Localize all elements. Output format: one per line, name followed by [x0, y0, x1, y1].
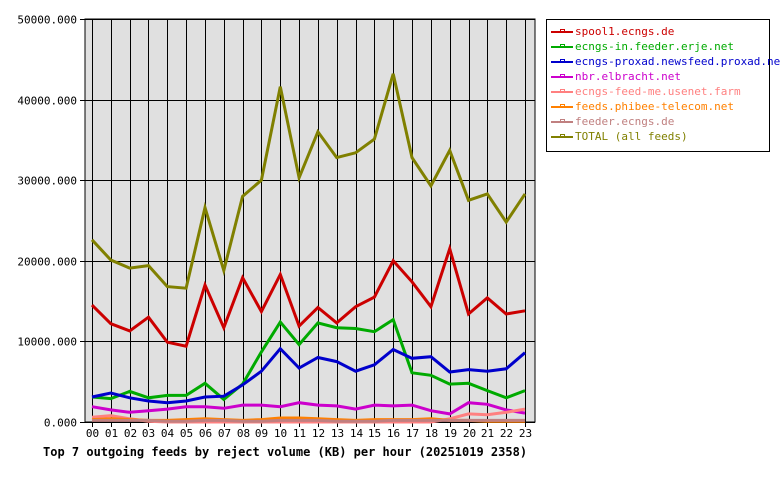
line-marker-icon	[551, 87, 573, 97]
legend-label: nbr.elbracht.net	[575, 70, 681, 83]
line-marker-icon	[551, 72, 573, 82]
svg-text:40000.000: 40000.000	[17, 95, 77, 108]
svg-text:20000.000: 20000.000	[17, 256, 77, 269]
svg-text:16: 16	[387, 427, 400, 440]
svg-text:0.000: 0.000	[44, 417, 77, 430]
svg-text:12: 12	[312, 427, 325, 440]
grid-lines	[80, 19, 535, 427]
legend-label: ecngs-in.feeder.erje.net	[575, 40, 734, 53]
line-marker-icon	[551, 57, 573, 67]
svg-text:05: 05	[180, 427, 193, 440]
series-line	[91, 401, 526, 416]
svg-text:30000.000: 30000.000	[17, 175, 77, 188]
line-marker-icon	[551, 117, 573, 127]
svg-text:23: 23	[519, 427, 532, 440]
legend-item: ecngs-proxad.newsfeed.proxad.net	[551, 54, 780, 69]
svg-text:09: 09	[255, 427, 268, 440]
svg-text:19: 19	[444, 427, 457, 440]
legend-item: ecngs-in.feeder.erje.net	[551, 39, 769, 54]
svg-text:07: 07	[218, 427, 231, 440]
svg-text:02: 02	[124, 427, 137, 440]
svg-text:21: 21	[481, 427, 494, 440]
svg-text:11: 11	[293, 427, 306, 440]
svg-text:06: 06	[199, 427, 212, 440]
legend-label: feeds.phibee-telecom.net	[575, 100, 734, 113]
series-line	[90, 243, 526, 348]
legend-item: spool1.ecngs.de	[551, 24, 769, 39]
legend-label: TOTAL (all feeds)	[575, 130, 688, 143]
legend-item: feeds.phibee-telecom.net	[551, 99, 769, 114]
line-marker-icon	[551, 27, 573, 37]
svg-text:14: 14	[350, 427, 364, 440]
line-marker-icon	[551, 132, 573, 142]
series-lines	[90, 73, 527, 424]
y-axis: 0.000 10000.000 20000.000 30000.000 40000.00…	[17, 14, 77, 430]
series-line	[91, 317, 526, 402]
svg-text:04: 04	[161, 427, 175, 440]
legend-label: ecngs-proxad.newsfeed.proxad.net	[575, 55, 780, 68]
legend-label: feeder.ecngs.de	[575, 115, 675, 128]
plot-area	[84, 18, 536, 423]
chart-title: Top 7 outgoing feeds by reject volume (K…	[43, 445, 528, 459]
legend-item: TOTAL (all feeds)	[551, 129, 769, 144]
svg-text:10: 10	[274, 427, 287, 440]
svg-text:03: 03	[142, 427, 155, 440]
legend-item: ecngs-feed-me.usenet.farm	[551, 84, 769, 99]
series-line	[92, 418, 525, 423]
svg-text:18: 18	[425, 427, 438, 440]
svg-text:10000.000: 10000.000	[17, 336, 77, 349]
svg-text:00: 00	[86, 427, 99, 440]
legend-label: spool1.ecngs.de	[575, 25, 675, 38]
x-axis: 00 01 02 03 04 05 06 07 08 09 10 11 12 13 14 15 16 17 18 19…	[86, 427, 532, 440]
line-marker-icon	[551, 42, 573, 52]
svg-text:50000.000: 50000.000	[17, 14, 77, 27]
svg-text:13: 13	[331, 427, 344, 440]
svg-text:17: 17	[406, 427, 419, 440]
legend-item: feeder.ecngs.de	[551, 114, 769, 129]
svg-text:01: 01	[105, 427, 118, 440]
line-marker-icon	[551, 102, 573, 112]
series-line	[91, 346, 526, 405]
svg-text:22: 22	[500, 427, 513, 440]
legend-label: ecngs-feed-me.usenet.farm	[575, 85, 741, 98]
series-line	[90, 73, 527, 290]
legend-item: nbr.elbracht.net	[551, 69, 769, 84]
svg-text:08: 08	[237, 427, 250, 440]
svg-text:15: 15	[368, 427, 381, 440]
legend: spool1.ecngs.de ecngs-in.feeder.erje.net…	[546, 19, 780, 152]
svg-text:20: 20	[463, 427, 476, 440]
